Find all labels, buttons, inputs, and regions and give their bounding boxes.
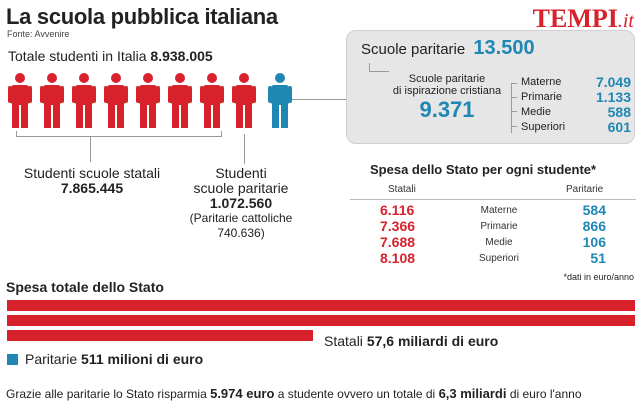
spesa-note: *dati in euro/anno bbox=[563, 272, 634, 282]
box-item-value: 601 bbox=[607, 119, 631, 135]
spesa-row: 6.116 Materne 584 bbox=[350, 202, 636, 218]
spesa-statali-value: 8.108 bbox=[380, 250, 416, 266]
spesa-divider bbox=[350, 199, 636, 200]
total-value: 8.938.005 bbox=[150, 48, 213, 64]
student-icon-statale bbox=[168, 72, 192, 128]
paritarie-label-2: scuole paritarie bbox=[193, 180, 289, 196]
spesa-row: 7.366 Primarie 866 bbox=[350, 218, 636, 234]
statali-bracket-left bbox=[16, 131, 17, 136]
student-icon-paritaria bbox=[268, 72, 292, 128]
paritarie-total: Paritarie 511 milioni di euro bbox=[25, 351, 203, 367]
spesa-statali-value: 7.688 bbox=[380, 234, 416, 250]
statali-label: Studenti scuole statali bbox=[23, 165, 161, 181]
paritarie-note-2: 740.636) bbox=[217, 226, 265, 240]
spesa-paritarie-value: 866 bbox=[582, 218, 606, 234]
source-note: Fonte: Avvenire bbox=[7, 29, 70, 39]
spesa-title: Spesa dello Stato per ogni studente* bbox=[370, 162, 597, 177]
paritarie-total-value: 511 milioni di euro bbox=[81, 351, 204, 367]
paritarie-box: Scuole paritarie 13.500 Scuole paritarie… bbox=[346, 30, 635, 144]
spesa-category: Materne bbox=[480, 205, 518, 216]
page-title: La scuola pubblica italiana bbox=[6, 4, 278, 29]
box-item-label: Materne bbox=[521, 76, 562, 88]
spesa-paritarie-value: 584 bbox=[582, 202, 606, 218]
box-item-value: 7.049 bbox=[595, 74, 631, 90]
box-item: Medie 588 bbox=[521, 105, 631, 120]
statali-total-label: Statali bbox=[324, 333, 363, 349]
paritarie-bar bbox=[7, 354, 18, 365]
box-item-label: Medie bbox=[521, 106, 551, 118]
box-title: Scuole paritarie 13.500 bbox=[361, 37, 535, 60]
total-label: Totale studenti in Italia bbox=[8, 48, 147, 64]
box-item: Materne 7.049 bbox=[521, 75, 631, 90]
box-item-label: Primarie bbox=[521, 91, 562, 103]
spesa-statali-value: 7.366 bbox=[380, 218, 416, 234]
box-items: Materne 7.049 Primarie 1.133 Medie 588 Superio… bbox=[521, 75, 631, 135]
student-icon-statale bbox=[104, 72, 128, 128]
student-icon-statale bbox=[200, 72, 224, 128]
spesa-statali-value: 6.116 bbox=[380, 202, 415, 218]
footer-v2: 6,3 miliardi bbox=[438, 386, 507, 401]
box-bracket-t4 bbox=[511, 126, 517, 127]
box-bracket-t2 bbox=[511, 97, 517, 98]
student-icon-statale bbox=[40, 72, 64, 128]
student-icon-statale bbox=[72, 72, 96, 128]
logo-suffix: .it bbox=[617, 10, 634, 32]
statali-bracket-right bbox=[221, 131, 222, 136]
footer-t1: Grazie alle paritarie lo Stato risparmia bbox=[6, 387, 207, 401]
footer-t2: a studente ovvero un totale di bbox=[277, 387, 436, 401]
box-bracket-t1 bbox=[511, 83, 517, 84]
box-connector bbox=[292, 99, 346, 100]
spesa-paritarie-value: 106 bbox=[582, 234, 606, 250]
spesa-category: Primarie bbox=[480, 221, 518, 232]
box-sub-value: 9.371 bbox=[419, 97, 475, 122]
box-sub-1: Scuole paritarie bbox=[408, 73, 486, 85]
paritarie-note-1: (Paritarie cattoliche bbox=[189, 211, 293, 225]
box-item-value: 1.133 bbox=[595, 89, 631, 105]
student-icon-statale bbox=[232, 72, 256, 128]
spesa-category: Medie bbox=[485, 237, 513, 248]
spesa-row: 8.108 Superiori 51 bbox=[350, 250, 636, 266]
statali-connector bbox=[90, 136, 91, 162]
footer-t3: di euro l'anno bbox=[509, 387, 582, 401]
statali-block: Studenti scuole statali 7.865.445 bbox=[8, 166, 176, 196]
box-item-label: Superiori bbox=[521, 121, 566, 133]
statali-bar-1 bbox=[7, 300, 635, 311]
footer-v1: 5.974 euro bbox=[210, 386, 275, 401]
paritarie-label-1: Studenti bbox=[215, 165, 267, 181]
paritarie-total-label: Paritarie bbox=[25, 351, 78, 367]
spesa-table: 6.116 Materne 584 7.366 Primarie 866 7.688 Medi… bbox=[350, 202, 636, 266]
statali-value: 7.865.445 bbox=[60, 180, 124, 196]
student-icon-statale bbox=[136, 72, 160, 128]
statali-bar-2 bbox=[7, 315, 635, 326]
paritarie-value: 1.072.560 bbox=[209, 195, 273, 211]
col-statali: Statali bbox=[388, 184, 416, 195]
spesa-category: Superiori bbox=[478, 253, 520, 264]
tempi-logo[interactable]: TEMPI.it bbox=[533, 4, 634, 34]
box-title-value: 13.500 bbox=[473, 37, 535, 59]
box-item: Primarie 1.133 bbox=[521, 90, 631, 105]
statali-total-value: 57,6 miliardi di euro bbox=[366, 333, 499, 349]
box-line-a bbox=[369, 63, 370, 71]
paritarie-connector bbox=[244, 134, 245, 164]
statali-bracket bbox=[16, 136, 222, 137]
box-item: Superiori 601 bbox=[521, 120, 631, 135]
spesa-paritarie-value: 51 bbox=[590, 250, 606, 266]
box-item-value: 588 bbox=[607, 104, 631, 120]
logo-main: TEMPI bbox=[532, 4, 618, 33]
statali-bar-3 bbox=[7, 330, 313, 341]
box-sub-2: di ispirazione cristiana bbox=[392, 85, 502, 97]
total-students: Totale studenti in Italia 8.938.005 bbox=[8, 48, 213, 64]
box-bracket-t3 bbox=[511, 111, 517, 112]
box-line-b bbox=[369, 71, 389, 72]
box-sub: Scuole paritarie di ispirazione cristian… bbox=[377, 73, 517, 123]
col-paritarie: Paritarie bbox=[566, 184, 604, 195]
spesa-row: 7.688 Medie 106 bbox=[350, 234, 636, 250]
student-icon-statale bbox=[8, 72, 32, 128]
spesa-totale-title: Spesa totale dello Stato bbox=[6, 279, 164, 295]
statali-total: Statali 57,6 miliardi di euro bbox=[324, 333, 498, 349]
paritarie-block: Studenti scuole paritarie 1.072.560 (Par… bbox=[176, 166, 306, 241]
footer-text: Grazie alle paritarie lo Stato risparmia… bbox=[6, 386, 582, 401]
box-bracket bbox=[511, 83, 512, 133]
box-title-label: Scuole paritarie bbox=[361, 41, 466, 58]
